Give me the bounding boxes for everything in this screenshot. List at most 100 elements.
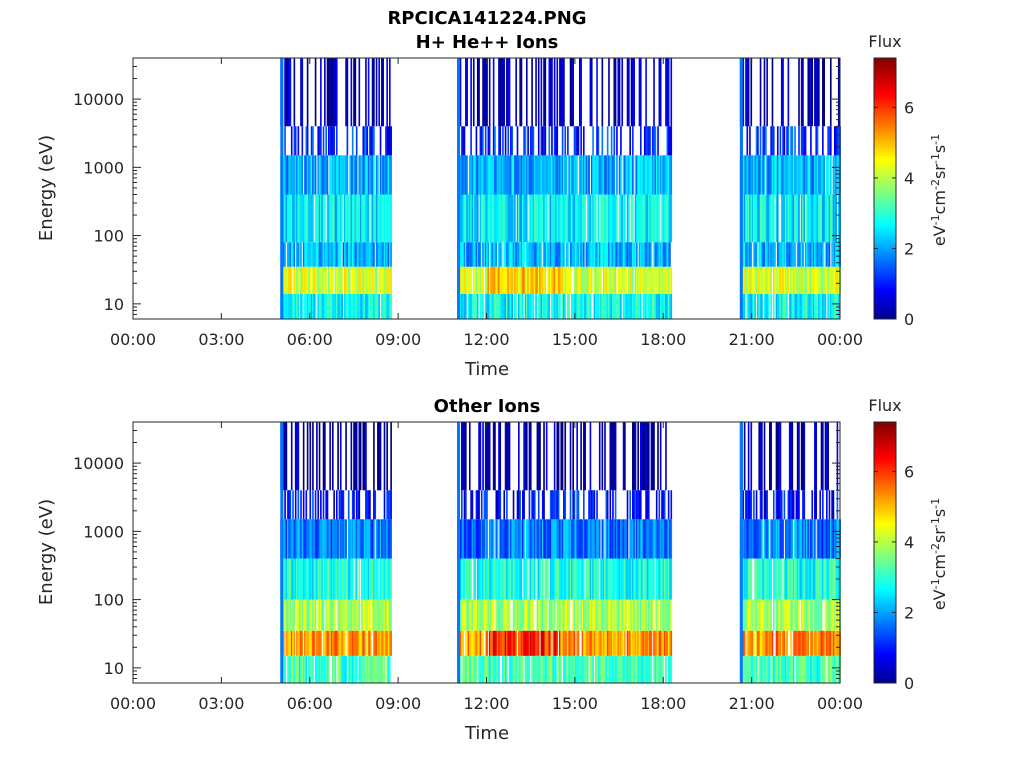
colorbar-title: Flux xyxy=(868,32,901,51)
flux-cell xyxy=(461,155,463,195)
flux-cell xyxy=(584,599,586,631)
flux-cell xyxy=(343,194,346,243)
flux-cell xyxy=(614,519,617,559)
flux-cell xyxy=(387,630,390,656)
flux-cell xyxy=(506,242,508,267)
flux-cell xyxy=(827,266,829,294)
flux-cell xyxy=(320,194,322,243)
flux-cell xyxy=(804,266,807,294)
flux-cell xyxy=(381,155,383,195)
flux-cell xyxy=(783,599,786,631)
flux-cell xyxy=(750,242,753,267)
flux-cell xyxy=(338,490,341,520)
flux-cell xyxy=(491,266,494,294)
flux-cell xyxy=(339,422,342,491)
flux-cell xyxy=(563,194,565,243)
flux-cell xyxy=(506,558,508,600)
flux-cell xyxy=(579,655,581,683)
flux-cell xyxy=(563,519,565,559)
flux-cell xyxy=(529,558,532,600)
flux-cell xyxy=(806,630,808,656)
flux-cell xyxy=(474,155,476,195)
flux-cell xyxy=(353,58,355,127)
flux-cell xyxy=(362,242,365,267)
flux-cell xyxy=(833,599,836,631)
flux-cell xyxy=(569,490,572,520)
flux-cell xyxy=(553,242,556,267)
flux-cell xyxy=(779,155,782,195)
flux-cell xyxy=(569,58,572,127)
flux-cell xyxy=(643,242,646,267)
flux-cell xyxy=(341,655,343,683)
flux-cell xyxy=(293,242,296,267)
flux-cell xyxy=(753,242,755,267)
flux-cell xyxy=(657,599,659,631)
flux-cell xyxy=(532,655,535,683)
flux-cell xyxy=(306,293,309,319)
flux-cell xyxy=(804,155,807,195)
flux-cell xyxy=(659,422,662,491)
flux-cell xyxy=(304,558,306,600)
flux-cell xyxy=(639,293,642,319)
flux-cell xyxy=(387,490,390,520)
flux-cell xyxy=(492,293,495,319)
flux-cell xyxy=(645,58,647,127)
flux-cell xyxy=(495,242,498,267)
flux-cell xyxy=(463,422,466,491)
flux-cell xyxy=(496,293,499,319)
flux-cell xyxy=(320,293,322,319)
flux-cell xyxy=(794,558,796,600)
flux-cell xyxy=(762,599,765,631)
flux-cell xyxy=(499,519,502,559)
flux-cell xyxy=(646,266,649,294)
flux-cell xyxy=(636,558,638,600)
flux-cell xyxy=(592,490,594,520)
flux-cell xyxy=(355,630,358,656)
flux-cell xyxy=(484,155,487,195)
flux-cell xyxy=(353,242,355,267)
flux-cell xyxy=(350,58,353,127)
flux-cell xyxy=(480,599,483,631)
flux-cell xyxy=(476,630,479,656)
flux-cell xyxy=(367,293,370,319)
flux-cell xyxy=(827,519,829,559)
flux-cell xyxy=(663,599,666,631)
flux-cell xyxy=(371,126,374,156)
flux-cell xyxy=(476,599,479,631)
flux-cell xyxy=(382,58,384,127)
flux-cell xyxy=(284,422,286,491)
flux-cell xyxy=(345,194,347,243)
flux-cell xyxy=(549,242,552,267)
flux-cell xyxy=(597,655,600,683)
flux-cell xyxy=(518,519,520,559)
flux-cell xyxy=(471,155,474,195)
flux-cell xyxy=(551,519,553,559)
flux-cell xyxy=(763,655,766,683)
flux-cell xyxy=(528,655,531,683)
flux-cell xyxy=(826,422,828,491)
flux-cell xyxy=(516,194,519,243)
flux-cell xyxy=(551,558,553,600)
flux-cell xyxy=(597,194,600,243)
flux-cell xyxy=(381,519,383,559)
flux-cell xyxy=(765,599,767,631)
flux-cell xyxy=(524,194,527,243)
flux-cell xyxy=(385,266,387,294)
flux-cell xyxy=(620,126,622,156)
flux-cell xyxy=(767,630,770,656)
flux-cell xyxy=(325,126,327,156)
flux-cell xyxy=(582,599,585,631)
flux-cell xyxy=(379,558,382,600)
flux-cell xyxy=(345,293,347,319)
flux-cell xyxy=(822,155,824,195)
flux-cell xyxy=(459,293,462,319)
flux-cell xyxy=(650,630,653,656)
flux-cell xyxy=(337,422,339,491)
flux-cell xyxy=(459,630,462,656)
flux-cell xyxy=(800,194,803,243)
flux-cell xyxy=(637,599,639,631)
flux-cell xyxy=(772,266,775,294)
flux-cell xyxy=(326,519,329,559)
flux-cell xyxy=(596,58,598,127)
